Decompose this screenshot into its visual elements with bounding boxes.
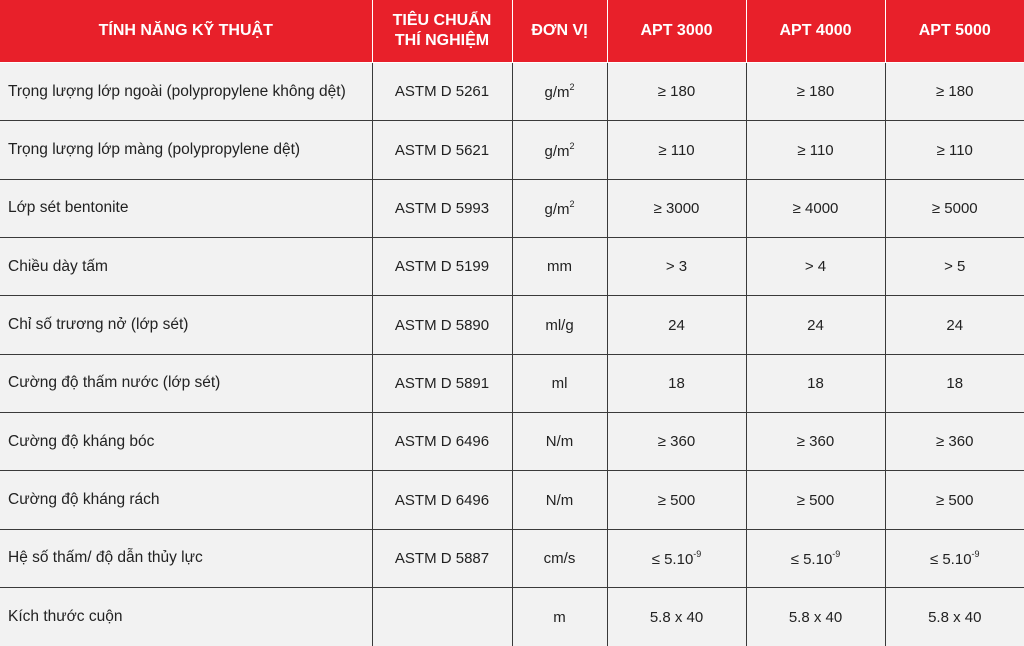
cell-feature: Trọng lượng lớp ngoài (polypropylene khô… [0, 61, 373, 122]
cell-apt4000: ≥ 4000 [745, 178, 886, 239]
cell-apt4000: 18 [745, 353, 886, 414]
cell-standard: ASTM D 5621 [371, 120, 513, 180]
unit-text: g/m [544, 84, 570, 102]
cell-feature: Chỉ số trương nở (lớp sét) [0, 295, 373, 355]
header-apt5000: APT 5000 [884, 0, 1024, 63]
cell-apt5000: 5.8 x 40 [884, 587, 1024, 646]
header-standard-line2: THÍ NGHIỆM [394, 32, 490, 49]
cell-apt4000: ≥ 500 [745, 470, 886, 530]
header-unit: ĐƠN VỊ [511, 0, 608, 63]
value-text: ≤ 5.10 [651, 550, 694, 568]
unit-text: g/m [544, 142, 570, 160]
header-apt3000: APT 3000 [606, 0, 747, 63]
cell-unit: cm/s [511, 528, 608, 589]
unit-superscript: 2 [569, 140, 575, 151]
table-row: Cường độ kháng bóc ASTM D 6496 N/m ≥ 360… [0, 412, 1024, 472]
header-apt4000: APT 4000 [745, 0, 886, 63]
cell-apt4000: ≥ 110 [745, 120, 886, 180]
cell-unit: g/m2 [511, 61, 608, 122]
header-standard: TIÊU CHUẨN THÍ NGHIỆM [371, 0, 513, 63]
cell-apt4000: 5.8 x 40 [745, 587, 886, 646]
cell-feature: Chiều dày tấm [0, 237, 373, 297]
cell-standard: ASTM D 6496 [371, 412, 513, 472]
table-row: Cường độ kháng rách ASTM D 6496 N/m ≥ 50… [0, 470, 1024, 530]
table-row: Cường độ thấm nước (lớp sét) ASTM D 5891… [0, 353, 1024, 414]
value-text: ≤ 5.10 [929, 550, 972, 568]
cell-feature: Lớp sét bentonite [0, 178, 373, 239]
cell-feature: Cường độ kháng rách [0, 470, 373, 530]
header-row: TÍNH NĂNG KỸ THUẬT TIÊU CHUẨN THÍ NGHIỆM… [0, 0, 1024, 63]
cell-unit: ml [511, 353, 608, 414]
cell-apt3000: ≥ 110 [606, 120, 747, 180]
cell-apt5000: ≥ 180 [884, 61, 1024, 122]
cell-apt5000: ≥ 110 [884, 120, 1024, 180]
cell-standard: ASTM D 6496 [371, 470, 513, 530]
cell-apt3000: > 3 [606, 237, 747, 297]
header-feature: TÍNH NĂNG KỸ THUẬT [0, 0, 373, 63]
cell-apt5000: > 5 [884, 237, 1024, 297]
cell-apt3000: ≥ 500 [606, 470, 747, 530]
table-row: Trọng lượng lớp màng (polypropylene dệt)… [0, 120, 1024, 180]
cell-apt3000: ≥ 180 [606, 61, 747, 122]
value-superscript: -9 [693, 548, 702, 559]
cell-standard: ASTM D 5993 [371, 178, 513, 239]
table-row: Chỉ số trương nở (lớp sét) ASTM D 5890 m… [0, 295, 1024, 355]
cell-apt4000: ≥ 180 [745, 61, 886, 122]
cell-apt4000: ≤ 5.10-9 [745, 528, 886, 589]
cell-apt3000: ≤ 5.10-9 [606, 528, 747, 589]
cell-standard: ASTM D 5891 [371, 353, 513, 414]
cell-unit: mm [511, 237, 608, 297]
unit-superscript: 2 [569, 198, 575, 209]
cell-apt5000: ≥ 5000 [884, 178, 1024, 239]
cell-apt5000: 18 [884, 353, 1024, 414]
cell-standard [371, 587, 513, 646]
table-row: Lớp sét bentonite ASTM D 5993 g/m2 ≥ 300… [0, 178, 1024, 239]
cell-apt5000: 24 [884, 295, 1024, 355]
cell-apt3000: 5.8 x 40 [606, 587, 747, 646]
cell-unit: N/m [511, 470, 608, 530]
cell-unit: N/m [511, 412, 608, 472]
value-superscript: -9 [971, 548, 980, 559]
cell-standard: ASTM D 5890 [371, 295, 513, 355]
cell-feature: Kích thước cuộn [0, 587, 373, 646]
cell-apt4000: ≥ 360 [745, 412, 886, 472]
cell-apt5000: ≤ 5.10-9 [884, 528, 1024, 589]
cell-feature: Cường độ thấm nước (lớp sét) [0, 353, 373, 414]
cell-apt3000: ≥ 3000 [606, 178, 747, 239]
unit-text: g/m [544, 200, 570, 218]
table-row: Hệ số thấm/ độ dẫn thủy lực ASTM D 5887 … [0, 528, 1024, 589]
cell-unit: g/m2 [511, 120, 608, 180]
table-body: Trọng lượng lớp ngoài (polypropylene khô… [0, 61, 1024, 646]
table-row: Chiều dày tấm ASTM D 5199 mm > 3 > 4 > 5 [0, 237, 1024, 297]
cell-apt3000: 18 [606, 353, 747, 414]
table-row: Kích thước cuộn m 5.8 x 40 5.8 x 40 5.8 … [0, 587, 1024, 646]
cell-feature: Hệ số thấm/ độ dẫn thủy lực [0, 528, 373, 589]
cell-apt4000: > 4 [745, 237, 886, 297]
cell-feature: Cường độ kháng bóc [0, 412, 373, 472]
cell-apt5000: ≥ 360 [884, 412, 1024, 472]
cell-feature: Trọng lượng lớp màng (polypropylene dệt) [0, 120, 373, 180]
cell-standard: ASTM D 5261 [371, 61, 513, 122]
cell-apt3000: 24 [606, 295, 747, 355]
value-text: ≤ 5.10 [790, 550, 833, 568]
header-standard-line1: TIÊU CHUẨN [392, 12, 492, 29]
cell-apt4000: 24 [745, 295, 886, 355]
table-row: Trọng lượng lớp ngoài (polypropylene khô… [0, 61, 1024, 122]
table-header: TÍNH NĂNG KỸ THUẬT TIÊU CHUẨN THÍ NGHIỆM… [0, 0, 1024, 63]
unit-superscript: 2 [569, 82, 575, 93]
cell-apt5000: ≥ 500 [884, 470, 1024, 530]
cell-unit: g/m2 [511, 178, 608, 239]
cell-standard: ASTM D 5887 [371, 528, 513, 589]
cell-unit: m [511, 587, 608, 646]
cell-apt3000: ≥ 360 [606, 412, 747, 472]
cell-unit: ml/g [511, 295, 608, 355]
cell-standard: ASTM D 5199 [371, 237, 513, 297]
value-superscript: -9 [832, 548, 841, 559]
